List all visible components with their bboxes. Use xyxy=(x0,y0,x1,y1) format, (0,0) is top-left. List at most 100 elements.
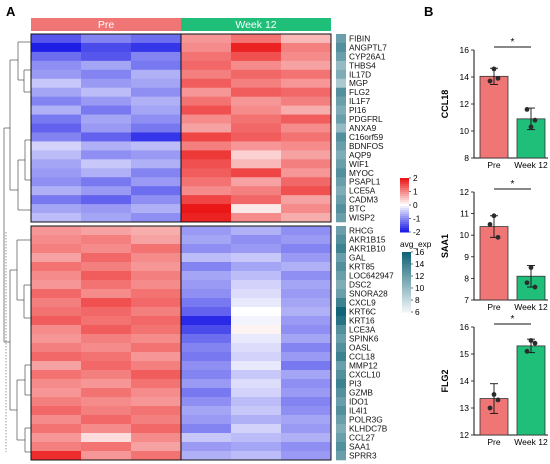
data-point xyxy=(491,392,497,397)
avg-exp-segment xyxy=(402,300,411,303)
heatmap-cell xyxy=(281,204,332,214)
avg-exp-cell xyxy=(336,262,346,272)
data-point xyxy=(528,124,534,130)
heatmap-cell xyxy=(131,316,182,326)
avg-exp-segment xyxy=(402,261,411,265)
heatmap-cell xyxy=(181,114,232,124)
heatmap-cell xyxy=(81,168,132,178)
heatmap-cell xyxy=(281,397,332,407)
avg-exp-cell xyxy=(336,388,346,398)
gene-label: CXCL10 xyxy=(349,370,381,380)
data-point xyxy=(532,284,538,290)
heatmap-cell xyxy=(131,168,182,178)
avg-exp-cell xyxy=(336,186,346,196)
y-axis-label: FLG2 xyxy=(440,369,450,392)
heatmap-cell xyxy=(281,280,332,290)
heatmap-cell xyxy=(231,433,282,443)
heatmap-cell xyxy=(81,42,132,53)
heatmap-cell xyxy=(281,159,332,169)
group-header-label: Pre xyxy=(98,19,115,31)
avg-exp-title: avg_exp xyxy=(400,239,432,249)
gene-label: GAL xyxy=(349,253,366,263)
colorbar-segment xyxy=(400,198,409,201)
heatmap-cell xyxy=(131,132,182,142)
heatmap-cell xyxy=(281,415,332,425)
heatmap-cell xyxy=(131,69,182,80)
heatmap-cell xyxy=(181,51,232,62)
colorbar-tick-label: -1 xyxy=(413,214,421,224)
data-point xyxy=(495,75,501,81)
y-axis-label: SAA1 xyxy=(440,234,450,258)
heatmap-cell xyxy=(231,361,282,371)
heatmap-cell xyxy=(281,424,332,434)
heatmap-cell xyxy=(81,60,132,71)
heatmap-cell xyxy=(181,451,232,461)
avg-exp-cell xyxy=(336,195,346,205)
heatmap-cell xyxy=(31,34,82,44)
y-tick-label: 9 xyxy=(464,252,469,262)
heatmap-cell xyxy=(231,451,282,461)
heatmap-cell xyxy=(81,415,132,425)
colorbar-segment xyxy=(400,210,409,213)
heatmap-cell xyxy=(231,195,282,205)
heatmap-cell xyxy=(231,298,282,308)
heatmap-cell xyxy=(81,105,132,115)
heatmap-cell xyxy=(181,433,232,443)
heatmap-cell xyxy=(81,132,132,142)
cluster1-week12-border xyxy=(180,33,332,223)
gene-label: SNORA28 xyxy=(349,289,388,299)
heatmap-cell xyxy=(181,177,232,187)
colorbar-segment xyxy=(400,228,409,231)
heatmap-cell xyxy=(31,159,82,169)
heatmap-cell xyxy=(131,34,182,44)
avg-exp-cell xyxy=(336,150,346,160)
gene-label: MYOC xyxy=(349,168,374,178)
heatmap-cell xyxy=(181,69,232,80)
heatmap-cell xyxy=(81,150,132,160)
heatmap-cell xyxy=(281,78,332,89)
heatmap-cell xyxy=(281,168,332,178)
heatmap-cell xyxy=(31,42,82,53)
colorbar-segment xyxy=(400,224,409,227)
heatmap-cell xyxy=(281,186,332,196)
heatmap-cell xyxy=(181,87,232,98)
heatmap-cell xyxy=(231,78,282,89)
heatmap-cell xyxy=(131,177,182,187)
heatmap-cell xyxy=(231,105,282,115)
heatmap-cell xyxy=(281,69,332,80)
heatmap-cell xyxy=(281,150,332,160)
row-dendrogram xyxy=(3,41,31,453)
avg-exp-segment xyxy=(402,285,411,289)
avg-exp-segment xyxy=(402,268,411,272)
colorbar-segment xyxy=(400,216,409,219)
heatmap-cell xyxy=(281,42,332,53)
heatmap-cell xyxy=(131,96,182,107)
heatmap-cell xyxy=(31,424,82,434)
heatmap-cell xyxy=(131,244,182,254)
heatmap-cell xyxy=(131,114,182,124)
heatmap-cell xyxy=(131,442,182,452)
heatmap-cell xyxy=(231,141,282,151)
gene-label: POLR3G xyxy=(349,415,383,425)
heatmap-cell xyxy=(31,271,82,281)
avg-exp-cell xyxy=(336,424,346,434)
gene-label: SPRR3 xyxy=(349,451,377,461)
avg-exp-cell xyxy=(336,69,346,80)
avg-exp-cell xyxy=(336,87,346,97)
y-tick-label: 10 xyxy=(460,126,470,136)
heatmap-cell xyxy=(81,186,132,196)
gene-label: SAA1 xyxy=(349,442,371,452)
avg-exp-segment xyxy=(402,290,411,294)
heatmap-cell xyxy=(131,370,182,380)
avg-exp-tick-label: 6 xyxy=(415,307,420,317)
heatmap-cell xyxy=(31,69,82,80)
heatmap-cell xyxy=(181,307,232,317)
heatmap-cell xyxy=(81,123,132,133)
heatmap-cell xyxy=(181,406,232,416)
category-label: Pre xyxy=(487,437,501,447)
heatmap-cell xyxy=(31,114,82,124)
bar-pre xyxy=(479,75,509,159)
gene-label: LCE3A xyxy=(349,325,376,335)
heatmap-cell xyxy=(281,379,332,389)
heatmap-cell xyxy=(31,370,82,380)
